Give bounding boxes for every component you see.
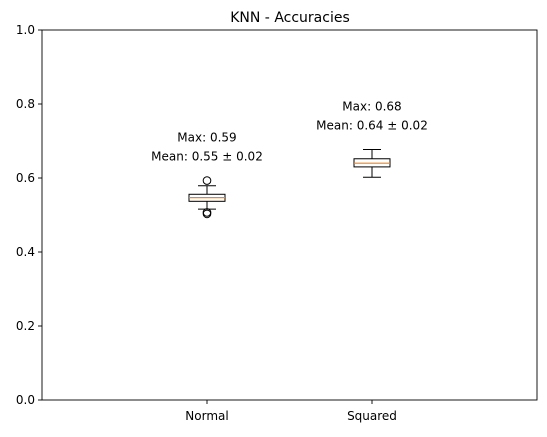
- y-tick-label: 0.0: [16, 393, 35, 407]
- y-tick-label: 0.8: [16, 97, 35, 111]
- y-tick-label: 0.4: [16, 245, 35, 259]
- annotation-max: Max: 0.59: [177, 131, 236, 145]
- x-tick-label: Normal: [185, 409, 228, 423]
- y-tick-label: 0.2: [16, 319, 35, 333]
- x-tick-label: Squared: [347, 409, 397, 423]
- axes-frame: [41, 29, 538, 401]
- annotation-mean: Mean: 0.55 ± 0.02: [151, 150, 263, 164]
- y-tick-label: 0.6: [16, 171, 35, 185]
- y-tick-label: 1.0: [16, 23, 35, 37]
- annotation-max: Max: 0.68: [342, 100, 401, 114]
- annotation-mean: Mean: 0.64 ± 0.02: [316, 119, 428, 133]
- outlier-point: [202, 209, 212, 219]
- chart-title: KNN - Accuracies: [230, 10, 350, 26]
- plot-layer: 0.0 0.2 0.4 0.6 0.8 1.0 Normal Squared Max: 0.59…: [16, 23, 538, 423]
- outlier-point: [202, 176, 212, 185]
